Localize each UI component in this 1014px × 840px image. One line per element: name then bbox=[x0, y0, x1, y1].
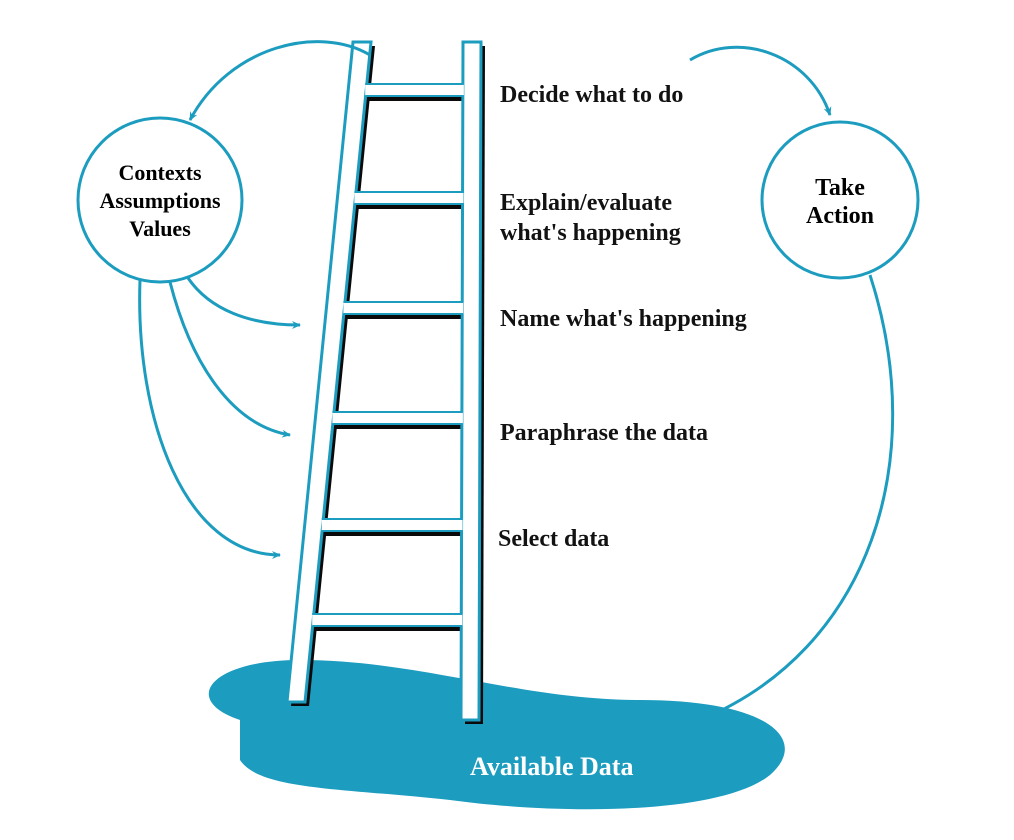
rung-labels: Decide what to do Explain/evaluate what's … bbox=[498, 82, 747, 552]
arrow-decide-to-action bbox=[690, 47, 830, 115]
rung-label-1: Explain/evaluate bbox=[500, 190, 672, 216]
ladder-of-inference-diagram: Available Data Decide what to do Explain/… bbox=[0, 0, 1014, 840]
pool-label: Available Data bbox=[470, 752, 633, 781]
rung-label-3: Name what's happening bbox=[500, 306, 747, 332]
arrow-contexts-to-name bbox=[188, 278, 300, 325]
action-line-1: Take bbox=[815, 175, 865, 201]
contexts-line-2: Assumptions bbox=[99, 188, 220, 213]
arrow-decide-to-contexts bbox=[190, 42, 370, 120]
arrow-action-to-pool bbox=[700, 275, 893, 720]
take-action-circle: Take Action bbox=[762, 122, 918, 278]
rung-label-0: Decide what to do bbox=[500, 82, 683, 108]
contexts-circle: Contexts Assumptions Values bbox=[78, 118, 242, 282]
rung-label-2: what's happening bbox=[500, 220, 681, 246]
contexts-line-1: Contexts bbox=[118, 160, 202, 185]
ladder bbox=[287, 42, 485, 724]
arrow-contexts-to-paraphrase bbox=[170, 282, 290, 435]
rung-label-5: Select data bbox=[498, 526, 609, 552]
contexts-line-3: Values bbox=[129, 216, 191, 241]
arrows bbox=[140, 42, 893, 720]
action-line-2: Action bbox=[806, 203, 874, 229]
rung-label-4: Paraphrase the data bbox=[500, 420, 708, 446]
